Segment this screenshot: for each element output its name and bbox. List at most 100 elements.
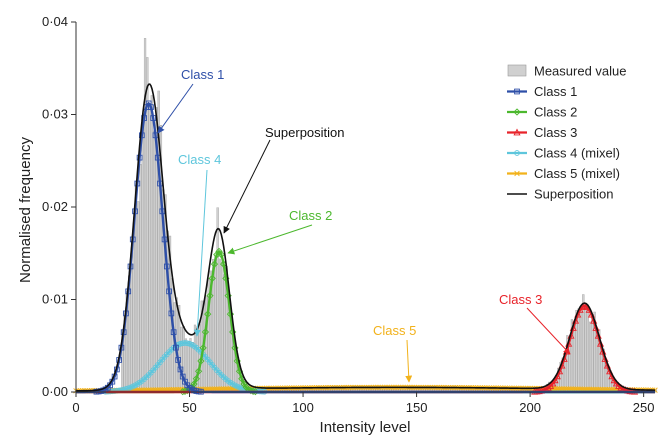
legend-label-measured: Measured value: [534, 64, 627, 79]
histogram-bar: [153, 130, 156, 393]
histogram-bar: [595, 330, 599, 393]
class-2-marker: [251, 388, 260, 396]
class-5-mixel-marker: [581, 386, 588, 392]
legend-label-class4: Class 4 (mixel): [534, 146, 620, 161]
legend-swatch-measured: [507, 64, 527, 77]
superposition-curve: [75, 83, 656, 392]
histogram-bar: [166, 230, 169, 393]
class-5-mixel-marker: [214, 386, 220, 392]
class-2-marker: [199, 344, 207, 352]
legend-item-class4: Class 4 (mixel): [507, 146, 620, 161]
class-2-marker: [206, 292, 214, 300]
class-5-mixel-marker: [559, 386, 565, 392]
superposition-annotation: Superposition: [265, 125, 345, 140]
histogram-bar: [588, 321, 592, 393]
class-5-mixel-marker: [225, 386, 231, 392]
class-1-marker: [177, 366, 184, 373]
histogram-bar: [584, 303, 587, 393]
y-tick-label: 0·03: [42, 107, 68, 122]
legend-label-class1: Class 1: [534, 84, 577, 99]
class-1-marker: [168, 310, 175, 317]
class-3-marker: [549, 379, 557, 387]
class-5-mixel-marker: [204, 386, 211, 392]
class3-arrow: [526, 307, 571, 355]
class-2-marker: [197, 357, 205, 365]
class-5-mixel-marker: [579, 386, 586, 392]
class-2-marker: [249, 387, 257, 395]
class-5-mixel-marker: [229, 386, 236, 392]
class-1-marker: [170, 329, 177, 336]
legend-marker-class3: [513, 128, 521, 136]
class-5-mixel-marker: [565, 386, 572, 392]
legend-marker-class5: [514, 170, 520, 177]
x-tick-label: 100: [292, 400, 314, 415]
x-tick-label: 150: [406, 400, 428, 415]
class-2-marker: [217, 251, 225, 259]
class-3-marker: [544, 383, 552, 391]
x-tick-label: 200: [519, 400, 541, 415]
legend-item-superposition: Superposition: [507, 187, 614, 202]
class-5-mixel-marker: [563, 386, 570, 392]
class-1-marker: [163, 263, 170, 270]
legend-label-class3: Class 3: [534, 125, 577, 140]
legend-item-class2: Class 2: [507, 105, 577, 120]
class-2-marker: [192, 375, 200, 383]
class-5-mixel-marker: [572, 386, 579, 392]
histogram-bar: [196, 326, 199, 393]
class-2-marker: [204, 310, 212, 318]
histogram-bar: [148, 105, 151, 393]
x-axis-title: Intensity level: [320, 419, 411, 436]
class-1-marker: [173, 344, 179, 351]
y-tick-label: 0·02: [42, 199, 68, 214]
class-2-marker: [208, 274, 216, 282]
class-1-marker: [166, 288, 172, 295]
class4-annotation: Class 4: [178, 152, 221, 167]
legend-marker-class4: [514, 150, 520, 156]
class-5-mixel-marker: [223, 386, 229, 392]
legend-item-class5: Class 5 (mixel): [507, 166, 620, 181]
class-5-mixel-marker: [568, 386, 574, 392]
y-tick-label: 0·00: [42, 384, 68, 399]
legend-item-measured: Measured value: [507, 64, 627, 79]
legend-label-superposition: Superposition: [534, 187, 614, 202]
class2-arrow: [227, 224, 313, 255]
y-tick-label: 0·01: [42, 292, 68, 307]
class-2-marker: [247, 386, 255, 395]
class-5-mixel-marker: [207, 386, 213, 392]
histogram-bar: [591, 313, 594, 393]
histogram-bar: [586, 304, 589, 393]
legend-item-class3: Class 3: [507, 125, 577, 140]
legend-marker-class2: [513, 108, 521, 116]
class-1-marker: [138, 132, 145, 139]
axis-ticks: 0 50 100 150 200 250 0·00 0·01 0·02 0·03 0·04: [42, 14, 655, 415]
histogram-bar: [198, 323, 201, 393]
class-2-marker: [194, 367, 203, 375]
legend: Measured value Class 1 Class 2 Class 3 Class…: [507, 64, 627, 202]
class-2-marker: [201, 328, 210, 336]
x-tick-label: 0: [72, 400, 79, 415]
class-1-marker: [150, 115, 157, 121]
class-5-mixel-marker: [211, 386, 218, 392]
legend-label-class2: Class 2: [534, 105, 577, 120]
class4-arrow: [193, 169, 208, 337]
class-5-mixel-marker: [575, 386, 581, 392]
histogram-bar: [577, 308, 580, 393]
class5-arrow: [405, 339, 413, 383]
histogram-bar: [150, 95, 153, 393]
histogram-bar: [137, 201, 140, 393]
class-5-mixel-marker: [552, 386, 558, 392]
class1-arrow: [157, 83, 194, 134]
class-5-mixel-marker: [584, 386, 590, 392]
class2-annotation: Class 2: [289, 208, 332, 223]
class-1-marker: [175, 357, 182, 363]
class-5-mixel-marker: [561, 386, 567, 392]
histogram-bar: [216, 207, 219, 393]
histogram-bar: [130, 264, 133, 393]
histogram-bar: [132, 226, 135, 393]
class-1-marker: [161, 236, 168, 243]
class-5-mixel-marker: [556, 386, 563, 392]
histogram-bar: [579, 311, 583, 393]
y-axis-title: Normalised frequency: [17, 137, 34, 283]
y-tick-label: 0·04: [42, 14, 68, 29]
